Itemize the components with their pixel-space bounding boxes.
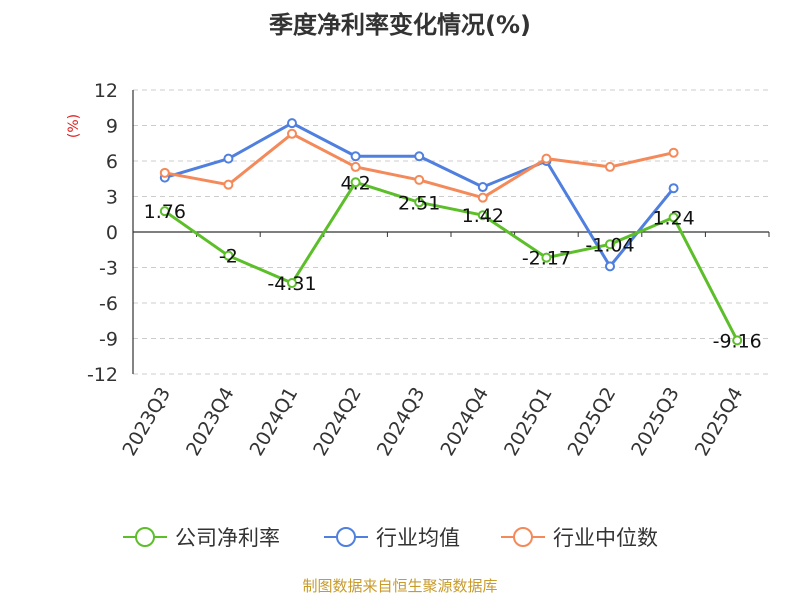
y-axis-ticks: 12 9 6 3 0 -3 -6 -9 -12 bbox=[87, 80, 118, 386]
legend-label: 行业中位数 bbox=[553, 526, 658, 550]
x-tick-label: 2024Q2 bbox=[309, 384, 366, 460]
data-label: 1.42 bbox=[462, 205, 504, 227]
legend-item[interactable]: 公司净利率 bbox=[123, 526, 280, 550]
data-point[interactable] bbox=[668, 147, 679, 158]
y-axis-unit-label: (%) bbox=[66, 114, 82, 138]
y-tick-label: 6 bbox=[106, 151, 118, 173]
x-tick-label: 2025Q1 bbox=[500, 384, 557, 460]
data-point[interactable] bbox=[287, 128, 297, 139]
y-tick-label: -3 bbox=[99, 258, 118, 280]
data-point[interactable] bbox=[350, 151, 361, 162]
data-point[interactable] bbox=[605, 239, 615, 250]
series-line bbox=[163, 180, 739, 342]
data-point[interactable] bbox=[605, 161, 615, 172]
x-axis-ticks: 2023Q3 2023Q4 2024Q1 2024Q2 2024Q3 2024Q4 2025… bbox=[118, 384, 747, 460]
data-label: -9.16 bbox=[713, 330, 762, 352]
axes bbox=[132, 90, 770, 374]
legend-label: 公司净利率 bbox=[175, 526, 280, 550]
data-point[interactable] bbox=[605, 261, 615, 272]
x-tick-label: 2025Q2 bbox=[564, 384, 621, 460]
data-point[interactable] bbox=[350, 161, 361, 172]
data-label: -2 bbox=[219, 246, 238, 268]
data-label: 1.24 bbox=[652, 207, 694, 229]
data-point[interactable] bbox=[287, 278, 297, 289]
data-point[interactable] bbox=[541, 153, 552, 164]
x-tick-label: 2023Q4 bbox=[182, 384, 239, 460]
data-point[interactable] bbox=[477, 210, 488, 221]
source-note: 制图数据来自恒生聚源数据库 bbox=[302, 577, 497, 595]
data-point[interactable] bbox=[223, 153, 234, 164]
data-label: 2.51 bbox=[398, 192, 440, 214]
data-point[interactable] bbox=[477, 192, 488, 203]
data-label: -2.17 bbox=[522, 248, 571, 270]
series-lines bbox=[159, 118, 743, 346]
data-point[interactable] bbox=[414, 151, 425, 162]
data-point[interactable] bbox=[414, 174, 425, 185]
data-label: -4.31 bbox=[267, 273, 316, 295]
y-tick-label: 9 bbox=[106, 116, 118, 138]
data-point[interactable] bbox=[732, 335, 743, 346]
data-point[interactable] bbox=[668, 212, 679, 223]
data-point[interactable] bbox=[159, 167, 170, 178]
legend[interactable]: 公司净利率 行业均值 行业中位数 bbox=[123, 526, 658, 550]
series-2 bbox=[159, 128, 679, 203]
data-point[interactable] bbox=[350, 177, 361, 188]
x-tick-label: 2024Q3 bbox=[373, 384, 430, 460]
data-point[interactable] bbox=[477, 182, 488, 193]
legend-item[interactable]: 行业中位数 bbox=[501, 526, 658, 550]
data-point[interactable] bbox=[223, 179, 234, 190]
x-tick-label: 2023Q3 bbox=[118, 384, 175, 460]
data-point[interactable] bbox=[223, 250, 234, 261]
data-labels: 1.76 -2 -4.31 4.2 2.51 1.42 -2.17 -1.04 1.24 -9.1… bbox=[144, 172, 762, 352]
y-tick-label: -12 bbox=[87, 364, 118, 386]
series-0 bbox=[159, 177, 743, 346]
grid-lines bbox=[133, 89, 769, 375]
legend-label: 行业均值 bbox=[376, 526, 460, 550]
y-tick-label: 3 bbox=[106, 187, 118, 209]
data-label: 4.2 bbox=[340, 172, 370, 194]
legend-circle-icon bbox=[513, 527, 533, 547]
y-tick-label: 12 bbox=[94, 80, 118, 102]
data-point[interactable] bbox=[287, 118, 297, 129]
x-tick-label: 2024Q4 bbox=[436, 384, 493, 460]
y-tick-label: -9 bbox=[99, 329, 118, 351]
x-tick-label: 2025Q4 bbox=[691, 384, 748, 460]
chart-title: 季度净利率变化情况(%) bbox=[269, 11, 531, 39]
legend-circle-icon bbox=[336, 527, 356, 547]
y-tick-label: -6 bbox=[99, 293, 118, 315]
data-label: -1.04 bbox=[585, 234, 634, 256]
data-point[interactable] bbox=[541, 252, 552, 263]
series-line bbox=[164, 132, 674, 200]
x-tick-label: 2025Q3 bbox=[627, 384, 684, 460]
data-point[interactable] bbox=[159, 206, 170, 217]
data-label: 1.76 bbox=[144, 201, 186, 223]
legend-item[interactable]: 行业均值 bbox=[324, 526, 460, 550]
x-tick-label: 2024Q1 bbox=[246, 384, 303, 460]
data-point[interactable] bbox=[668, 183, 679, 194]
legend-circle-icon bbox=[135, 527, 155, 547]
data-point[interactable] bbox=[414, 197, 425, 208]
y-tick-label: 0 bbox=[106, 222, 118, 244]
